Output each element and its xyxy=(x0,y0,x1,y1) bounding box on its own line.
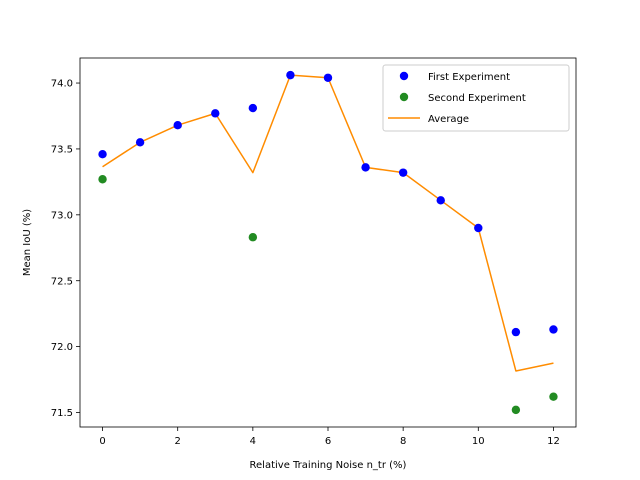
data-marks xyxy=(98,70,558,415)
data-point-series-0-10 xyxy=(474,223,483,233)
y-axis-label: Mean IoU (%) xyxy=(22,209,33,276)
data-point-series-0-12 xyxy=(549,325,558,334)
legend-marker-1 xyxy=(399,92,409,102)
y-tick-label: 73.0 xyxy=(51,210,73,221)
y-tick-label: 73.5 xyxy=(51,145,73,156)
x-tick-label: 2 xyxy=(175,436,181,447)
data-point-series-1-1 xyxy=(248,233,258,242)
data-point-series-0-11 xyxy=(511,327,521,337)
data-point-series-1-0 xyxy=(98,175,107,184)
y-axis: 71.5 72.0 72.5 73.0 73.5 74.0 xyxy=(51,79,80,419)
x-tick-label: 0 xyxy=(99,436,105,447)
legend-label-0: First Experiment xyxy=(428,72,510,83)
data-point-series-1-3 xyxy=(549,392,558,401)
data-point-series-0-3 xyxy=(211,109,220,118)
legend-box xyxy=(382,64,570,132)
x-axis-label: Relative Training Noise n_tr (%) xyxy=(250,460,407,471)
data-point-series-1-2 xyxy=(511,405,521,415)
x-tick-label: 4 xyxy=(250,436,256,447)
legend-label-2: Average xyxy=(428,114,469,125)
data-point-series-0-4 xyxy=(248,103,258,113)
y-tick-label: 72.0 xyxy=(51,342,73,353)
legend: First Experiment Second Experiment Average xyxy=(382,64,570,132)
legend-marker-0 xyxy=(399,71,409,81)
data-point-series-0-6 xyxy=(323,73,333,82)
data-point-series-0-7 xyxy=(361,163,370,172)
data-point-series-0-2 xyxy=(173,121,182,130)
legend-label-1: Second Experiment xyxy=(428,93,526,104)
data-point-series-0-9 xyxy=(436,196,445,205)
x-tick-label: 10 xyxy=(472,436,485,447)
x-axis: 0 2 4 6 8 10 12 xyxy=(99,427,560,447)
x-tick-label: 12 xyxy=(547,436,560,447)
y-tick-label: 72.5 xyxy=(51,276,73,287)
x-tick-label: 8 xyxy=(400,436,406,447)
data-point-series-0-5 xyxy=(286,70,295,80)
y-tick-label: 74.0 xyxy=(51,79,73,90)
x-tick-label: 6 xyxy=(325,436,331,447)
y-tick-label: 71.5 xyxy=(51,408,73,419)
data-point-series-0-8 xyxy=(398,168,408,177)
data-point-series-0-1 xyxy=(135,138,145,147)
data-point-series-0-0 xyxy=(98,150,107,159)
